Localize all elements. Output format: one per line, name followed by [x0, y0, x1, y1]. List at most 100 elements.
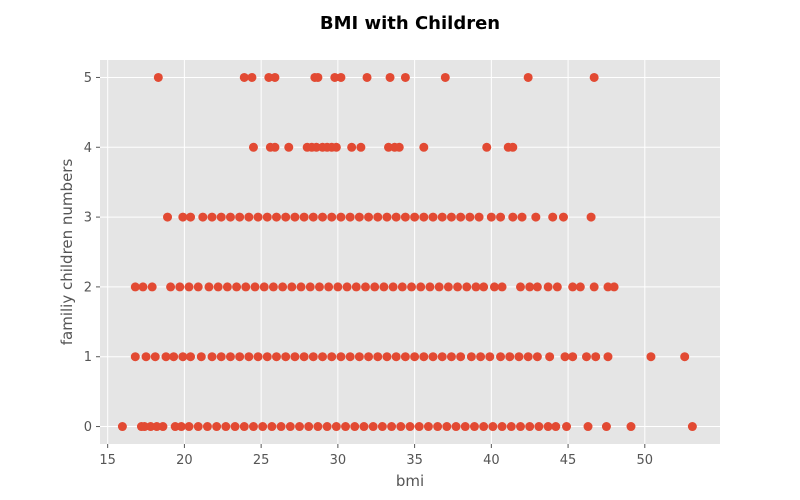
- data-point: [186, 352, 196, 362]
- data-point: [489, 282, 499, 292]
- data-point: [575, 282, 585, 292]
- data-point: [496, 212, 506, 222]
- data-point: [405, 422, 415, 432]
- data-point: [543, 282, 553, 292]
- data-point: [591, 352, 601, 362]
- data-point: [258, 422, 268, 432]
- data-point: [186, 212, 196, 222]
- data-point: [230, 422, 240, 432]
- y-tick-label: 4: [84, 141, 92, 156]
- data-point: [525, 282, 535, 292]
- data-point: [391, 212, 401, 222]
- data-point: [196, 352, 206, 362]
- data-point: [141, 352, 151, 362]
- data-point: [270, 142, 280, 152]
- data-point: [202, 422, 212, 432]
- data-point: [308, 352, 318, 362]
- data-point: [434, 282, 444, 292]
- data-point: [382, 212, 392, 222]
- data-point: [285, 422, 295, 432]
- data-point: [235, 352, 245, 362]
- data-point: [456, 352, 466, 362]
- data-point: [400, 212, 410, 222]
- data-point: [271, 212, 281, 222]
- data-point: [247, 72, 257, 82]
- data-point: [680, 352, 690, 362]
- data-point: [296, 282, 306, 292]
- data-point: [350, 422, 360, 432]
- x-tick-label: 25: [253, 453, 270, 468]
- x-tick-label: 15: [99, 453, 116, 468]
- data-point: [543, 422, 553, 432]
- data-point: [351, 282, 361, 292]
- data-point: [534, 422, 544, 432]
- data-point: [153, 72, 163, 82]
- data-point: [388, 282, 398, 292]
- data-point: [356, 142, 366, 152]
- data-point: [184, 282, 194, 292]
- data-point: [373, 212, 383, 222]
- data-point: [248, 422, 258, 432]
- data-point: [163, 212, 173, 222]
- data-point: [360, 282, 370, 292]
- data-point: [354, 352, 364, 362]
- data-point: [198, 212, 208, 222]
- data-point: [364, 212, 374, 222]
- data-point: [373, 352, 383, 362]
- data-point: [551, 422, 561, 432]
- data-point: [305, 282, 315, 292]
- data-point: [589, 72, 599, 82]
- data-point: [515, 422, 525, 432]
- data-point: [354, 212, 364, 222]
- data-point: [428, 352, 438, 362]
- data-point: [568, 352, 578, 362]
- plot-area: [100, 60, 720, 444]
- y-tick-label: 2: [84, 280, 92, 295]
- data-point: [532, 352, 542, 362]
- data-point: [331, 142, 341, 152]
- data-point: [267, 422, 277, 432]
- x-tick-label: 50: [637, 453, 654, 468]
- data-point: [342, 282, 352, 292]
- data-point: [465, 212, 475, 222]
- data-point: [221, 422, 231, 432]
- data-point: [284, 142, 294, 152]
- data-point: [506, 422, 516, 432]
- data-point: [525, 422, 535, 432]
- data-point: [407, 282, 417, 292]
- data-point: [169, 352, 179, 362]
- data-point: [324, 282, 334, 292]
- data-point: [385, 72, 395, 82]
- data-point: [505, 352, 515, 362]
- data-point: [391, 352, 401, 362]
- data-point: [222, 282, 232, 292]
- data-point: [250, 282, 260, 292]
- data-point: [271, 352, 281, 362]
- data-point: [259, 282, 269, 292]
- data-point: [216, 212, 226, 222]
- data-point: [433, 422, 443, 432]
- data-point: [496, 352, 506, 362]
- data-point: [428, 212, 438, 222]
- data-point: [281, 212, 291, 222]
- data-point: [410, 212, 420, 222]
- data-point: [253, 352, 263, 362]
- x-tick-label: 20: [176, 453, 193, 468]
- data-point: [456, 212, 466, 222]
- data-point: [262, 352, 272, 362]
- data-point: [400, 352, 410, 362]
- data-point: [419, 352, 429, 362]
- data-point: [290, 352, 300, 362]
- y-axis-label: familiy children numbers: [58, 159, 76, 346]
- data-point: [545, 352, 555, 362]
- data-point: [419, 142, 429, 152]
- data-point: [262, 212, 272, 222]
- data-point: [523, 352, 533, 362]
- data-point: [410, 352, 420, 362]
- data-point: [244, 352, 254, 362]
- data-point: [437, 212, 447, 222]
- data-point: [416, 282, 426, 292]
- data-point: [687, 422, 697, 432]
- data-point: [482, 142, 492, 152]
- data-point: [400, 72, 410, 82]
